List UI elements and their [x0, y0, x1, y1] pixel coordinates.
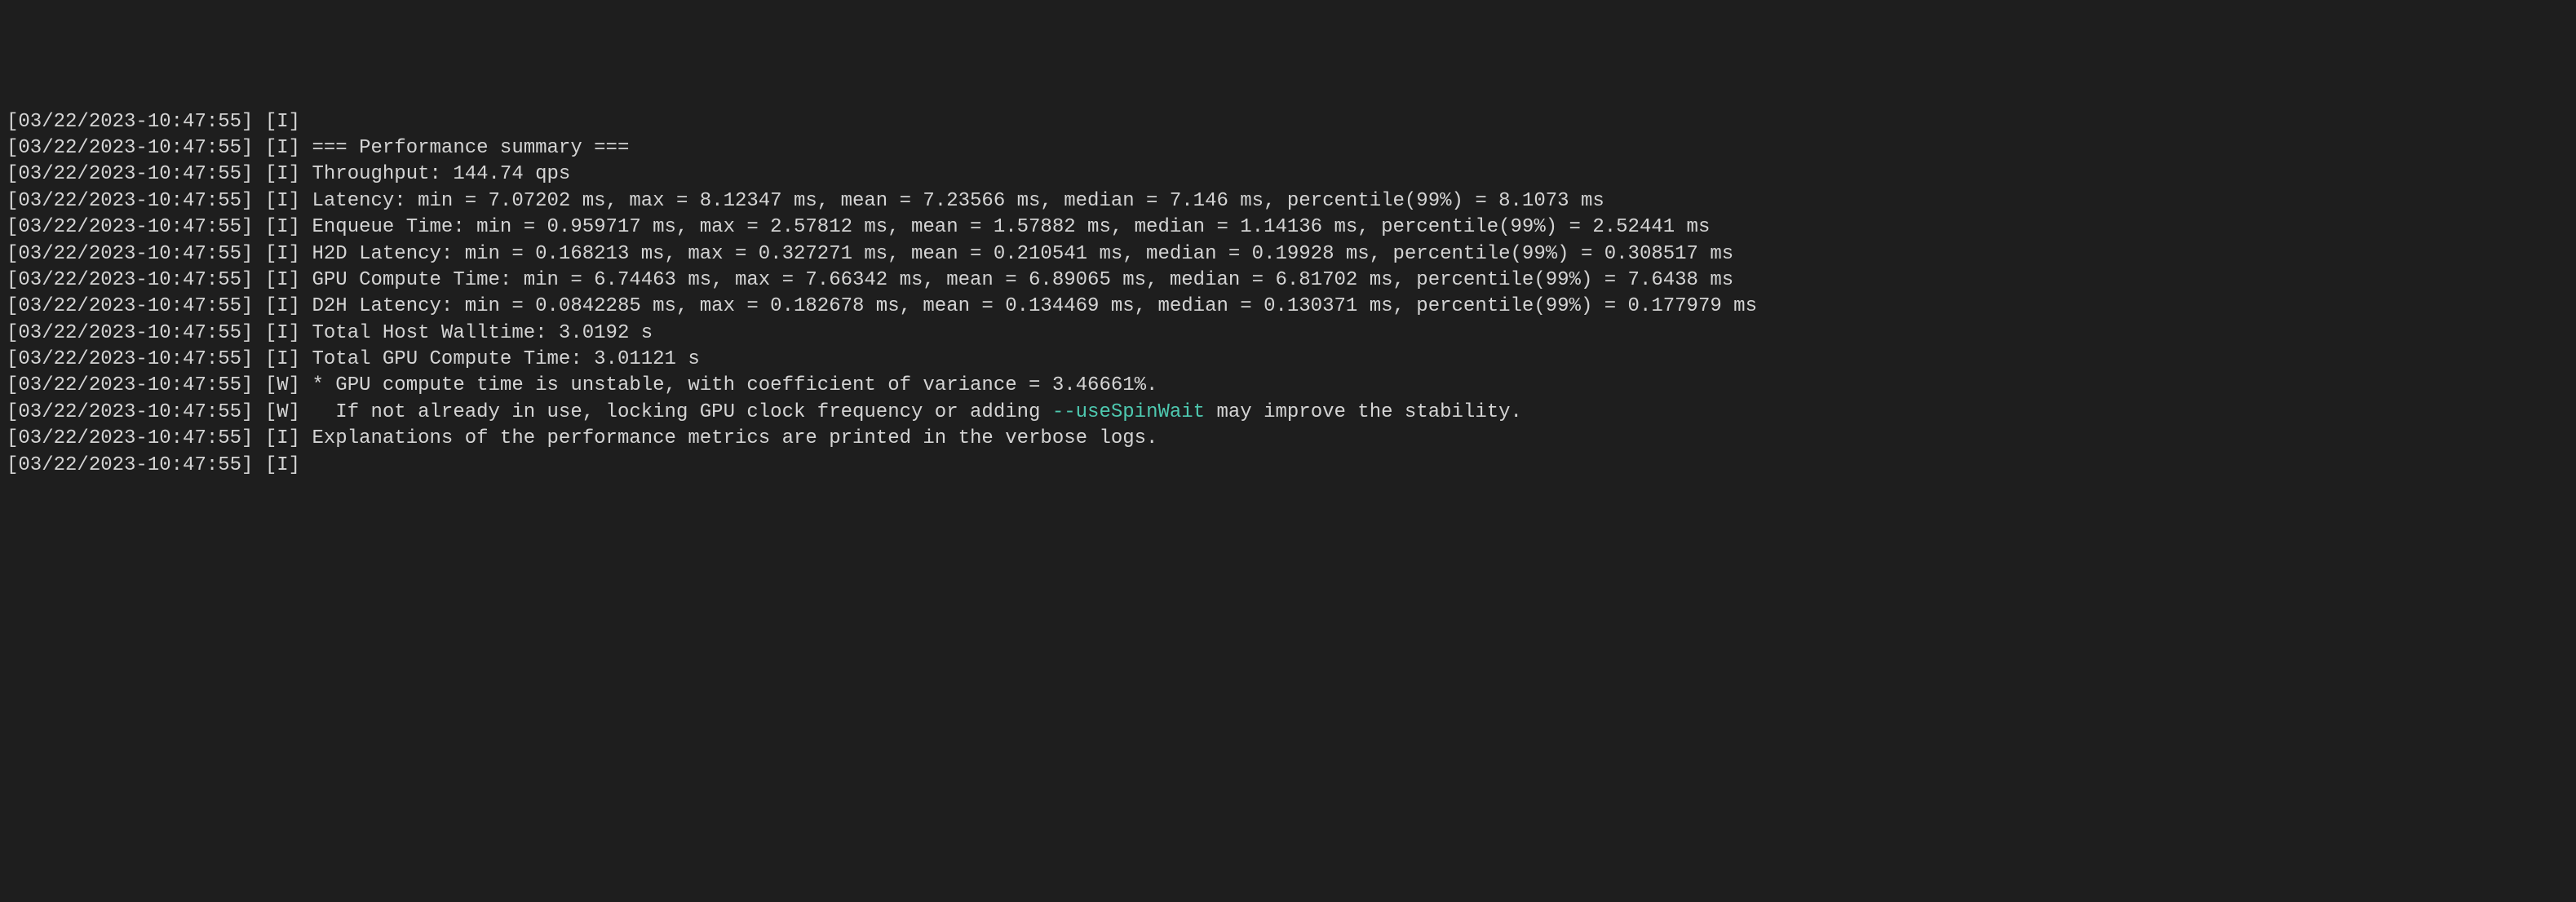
log-line: [03/22/2023-10:47:55] [I] Explanations o… [7, 426, 2569, 452]
terminal-output: [03/22/2023-10:47:55] [I] [03/22/2023-10… [7, 109, 2569, 479]
log-timestamp: [03/22/2023-10:47:55] [7, 427, 253, 449]
log-level: [I] [265, 216, 300, 238]
log-message: * GPU compute time is unstable, with coe… [312, 374, 1157, 396]
log-timestamp: [03/22/2023-10:47:55] [7, 322, 253, 344]
log-level: [I] [265, 269, 300, 291]
log-message: GPU Compute Time: min = 6.74463 ms, max … [312, 269, 1733, 291]
log-level: [I] [265, 295, 300, 317]
log-line: [03/22/2023-10:47:55] [I] GPU Compute Ti… [7, 268, 2569, 294]
log-line: [03/22/2023-10:47:55] [I] Enqueue Time: … [7, 214, 2569, 241]
log-line: [03/22/2023-10:47:55] [I] Total GPU Comp… [7, 347, 2569, 373]
log-line: [03/22/2023-10:47:55] [I] [7, 109, 2569, 135]
log-timestamp: [03/22/2023-10:47:55] [7, 454, 253, 476]
log-timestamp: [03/22/2023-10:47:55] [7, 269, 253, 291]
log-level: [I] [265, 163, 300, 185]
log-timestamp: [03/22/2023-10:47:55] [7, 348, 253, 370]
log-line: [03/22/2023-10:47:55] [W] * GPU compute … [7, 373, 2569, 399]
log-message-continuation: may improve the stability. [1205, 401, 1522, 423]
log-timestamp: [03/22/2023-10:47:55] [7, 374, 253, 396]
log-level: [W] [265, 374, 300, 396]
log-level: [I] [265, 454, 300, 476]
log-message: Total Host Walltime: 3.0192 s [312, 322, 653, 344]
log-message: === Performance summary === [312, 137, 629, 159]
log-line: [03/22/2023-10:47:55] [I] D2H Latency: m… [7, 294, 2569, 320]
log-line: [03/22/2023-10:47:55] [W] If not already… [7, 400, 2569, 426]
log-timestamp: [03/22/2023-10:47:55] [7, 216, 253, 238]
log-message: Throughput: 144.74 qps [312, 163, 570, 185]
log-message: Enqueue Time: min = 0.959717 ms, max = 2… [312, 216, 1710, 238]
log-message: Total GPU Compute Time: 3.01121 s [312, 348, 699, 370]
log-level: [I] [265, 322, 300, 344]
log-timestamp: [03/22/2023-10:47:55] [7, 137, 253, 159]
log-line: [03/22/2023-10:47:55] [I] Total Host Wal… [7, 321, 2569, 347]
log-level: [I] [265, 427, 300, 449]
log-line: [03/22/2023-10:47:55] [I] Latency: min =… [7, 188, 2569, 214]
log-message: Latency: min = 7.07202 ms, max = 8.12347… [312, 190, 1604, 212]
log-timestamp: [03/22/2023-10:47:55] [7, 401, 253, 423]
log-line: [03/22/2023-10:47:55] [I] H2D Latency: m… [7, 241, 2569, 268]
log-timestamp: [03/22/2023-10:47:55] [7, 111, 253, 133]
log-message: D2H Latency: min = 0.0842285 ms, max = 0… [312, 295, 1757, 317]
log-message: Explanations of the performance metrics … [312, 427, 1157, 449]
log-line: [03/22/2023-10:47:55] [I] Throughput: 14… [7, 161, 2569, 188]
log-level: [W] [265, 401, 300, 423]
log-level: [I] [265, 111, 300, 133]
log-message: H2D Latency: min = 0.168213 ms, max = 0.… [312, 243, 1733, 265]
highlighted-flag: --useSpinWait [1052, 401, 1205, 423]
log-timestamp: [03/22/2023-10:47:55] [7, 295, 253, 317]
log-timestamp: [03/22/2023-10:47:55] [7, 243, 253, 265]
log-level: [I] [265, 190, 300, 212]
log-line: [03/22/2023-10:47:55] [I] [7, 453, 2569, 479]
log-timestamp: [03/22/2023-10:47:55] [7, 163, 253, 185]
log-timestamp: [03/22/2023-10:47:55] [7, 190, 253, 212]
log-level: [I] [265, 243, 300, 265]
log-level: [I] [265, 348, 300, 370]
log-level: [I] [265, 137, 300, 159]
log-line: [03/22/2023-10:47:55] [I] === Performanc… [7, 135, 2569, 161]
log-message: If not already in use, locking GPU clock… [312, 401, 1051, 423]
